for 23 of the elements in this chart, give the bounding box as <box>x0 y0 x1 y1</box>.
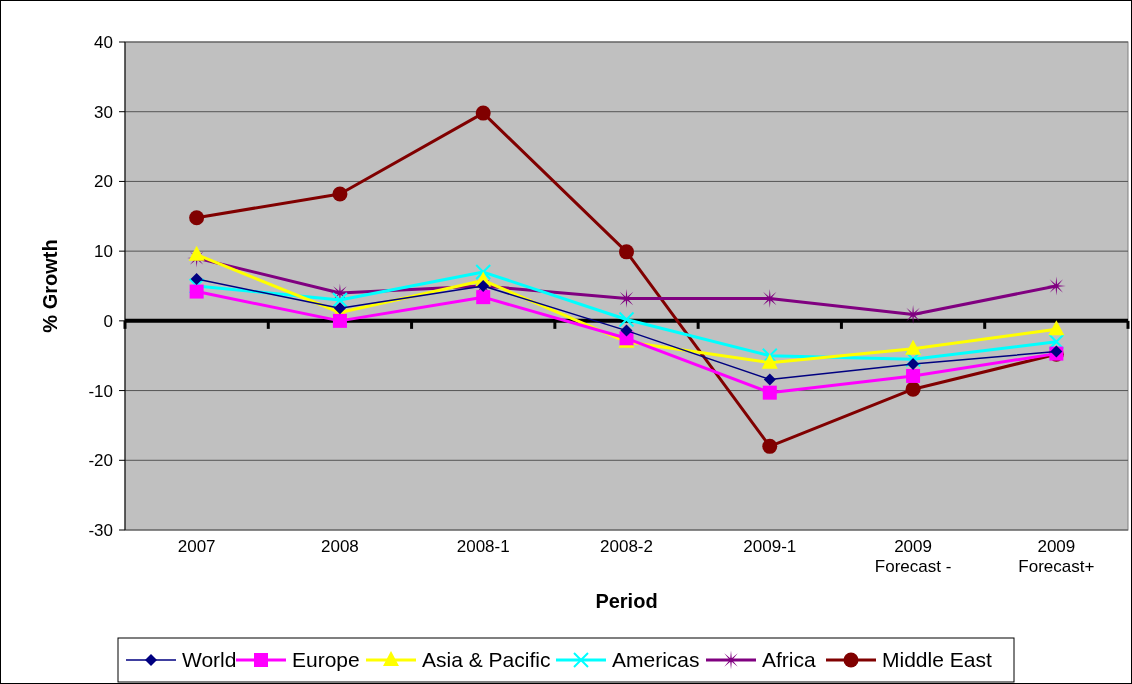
y-axis-title: % Growth <box>39 239 61 333</box>
legend-label: Americas <box>612 648 700 672</box>
legend-label: Africa <box>762 648 816 672</box>
legend-label: Middle East <box>882 648 992 672</box>
x-tick-label: 2008 <box>321 537 359 556</box>
y-tick-label: 0 <box>103 311 113 331</box>
legend-label: Asia & Pacific <box>422 648 551 672</box>
x-tick-label: 2008-2 <box>600 537 653 556</box>
y-tick-label: -30 <box>88 520 113 540</box>
x-tick-label: 2009 Forecast+ <box>1018 537 1095 576</box>
y-tick-label: -10 <box>88 381 113 401</box>
y-tick-label: 20 <box>94 172 113 192</box>
x-tick-label: 2009 Forecast - <box>874 537 952 576</box>
y-tick-label: 30 <box>94 102 113 122</box>
legend-label: Europe <box>292 648 360 672</box>
x-axis-title: Period <box>595 590 658 612</box>
y-tick-label: 10 <box>94 242 113 262</box>
legend-label: World <box>182 648 237 672</box>
y-tick-label: -20 <box>88 451 113 471</box>
x-tick-label: 2007 <box>177 537 216 556</box>
y-tick-label: 40 <box>94 32 113 52</box>
x-tick-label: 2009-1 <box>743 537 797 556</box>
x-tick-label: 2008-1 <box>456 537 510 556</box>
